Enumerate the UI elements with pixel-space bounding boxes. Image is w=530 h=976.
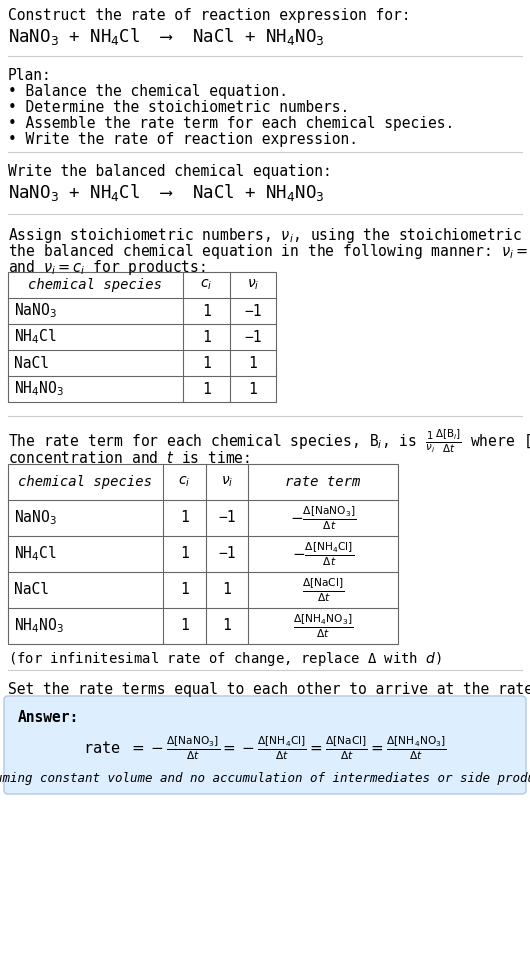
Text: Set the rate terms equal to each other to arrive at the rate expression:: Set the rate terms equal to each other t…: [8, 682, 530, 697]
Text: rate term: rate term: [285, 475, 361, 489]
Text: NH$_4$NO$_3$: NH$_4$NO$_3$: [14, 380, 64, 398]
Text: Answer:: Answer:: [18, 710, 80, 725]
Text: chemical species: chemical species: [29, 278, 163, 292]
Text: NaNO$_3$: NaNO$_3$: [14, 508, 57, 527]
Text: chemical species: chemical species: [19, 475, 153, 489]
Text: and $\nu_i = c_i$ for products:: and $\nu_i = c_i$ for products:: [8, 258, 206, 277]
Text: −1: −1: [244, 330, 262, 345]
Text: 1: 1: [202, 382, 211, 396]
Text: (for infinitesimal rate of change, replace Δ with $d$): (for infinitesimal rate of change, repla…: [8, 650, 442, 668]
Text: rate $= -\frac{\Delta[\mathrm{NaNO_3}]}{\Delta t} = -\frac{\Delta[\mathrm{NH_4Cl: rate $= -\frac{\Delta[\mathrm{NaNO_3}]}{…: [83, 734, 447, 762]
Text: • Assemble the rate term for each chemical species.: • Assemble the rate term for each chemic…: [8, 116, 454, 131]
Text: NaCl: NaCl: [14, 355, 49, 371]
Text: 1: 1: [180, 619, 189, 633]
Text: Write the balanced chemical equation:: Write the balanced chemical equation:: [8, 164, 332, 179]
Text: NaNO$_3$ + NH$_4$Cl  ⟶  NaCl + NH$_4$NO$_3$: NaNO$_3$ + NH$_4$Cl ⟶ NaCl + NH$_4$NO$_3…: [8, 26, 324, 47]
Text: NH$_4$Cl: NH$_4$Cl: [14, 328, 57, 346]
Text: $\frac{\Delta[\mathrm{NH_4NO_3}]}{\Delta t}$: $\frac{\Delta[\mathrm{NH_4NO_3}]}{\Delta…: [293, 612, 353, 640]
Text: NaNO$_3$: NaNO$_3$: [14, 302, 57, 320]
Text: concentration and $t$ is time:: concentration and $t$ is time:: [8, 450, 250, 466]
Text: −1: −1: [244, 304, 262, 318]
Text: $\frac{\Delta[\mathrm{NaCl}]}{\Delta t}$: $\frac{\Delta[\mathrm{NaCl}]}{\Delta t}$: [302, 576, 344, 604]
Text: NH$_4$NO$_3$: NH$_4$NO$_3$: [14, 617, 64, 635]
Text: 1: 1: [180, 547, 189, 561]
Text: 1: 1: [202, 330, 211, 345]
Text: • Balance the chemical equation.: • Balance the chemical equation.: [8, 84, 288, 99]
Text: $c_i$: $c_i$: [179, 474, 191, 489]
Text: 1: 1: [223, 583, 232, 597]
Bar: [8, 464, 398, 644]
Text: Assign stoichiometric numbers, $\nu_i$, using the stoichiometric coefficients, $: Assign stoichiometric numbers, $\nu_i$, …: [8, 226, 530, 245]
Text: −1: −1: [218, 510, 236, 525]
Text: $\nu_i$: $\nu_i$: [247, 278, 259, 292]
Text: 1: 1: [223, 619, 232, 633]
Text: 1: 1: [180, 510, 189, 525]
Text: $\nu_i$: $\nu_i$: [221, 474, 233, 489]
Text: 1: 1: [202, 355, 211, 371]
Text: (assuming constant volume and no accumulation of intermediates or side products): (assuming constant volume and no accumul…: [0, 772, 530, 785]
Text: • Determine the stoichiometric numbers.: • Determine the stoichiometric numbers.: [8, 100, 349, 115]
Text: $c_i$: $c_i$: [200, 278, 213, 292]
Text: Construct the rate of reaction expression for:: Construct the rate of reaction expressio…: [8, 8, 411, 23]
Text: $-\frac{\Delta[\mathrm{NaNO_3}]}{\Delta t}$: $-\frac{\Delta[\mathrm{NaNO_3}]}{\Delta …: [290, 505, 356, 532]
Text: Plan:: Plan:: [8, 68, 52, 83]
Text: $-\frac{\Delta[\mathrm{NH_4Cl}]}{\Delta t}$: $-\frac{\Delta[\mathrm{NH_4Cl}]}{\Delta …: [292, 540, 354, 568]
Text: NH$_4$Cl: NH$_4$Cl: [14, 545, 57, 563]
Text: NaNO$_3$ + NH$_4$Cl  ⟶  NaCl + NH$_4$NO$_3$: NaNO$_3$ + NH$_4$Cl ⟶ NaCl + NH$_4$NO$_3…: [8, 182, 324, 203]
Text: 1: 1: [180, 583, 189, 597]
Text: NaCl: NaCl: [14, 583, 49, 597]
Text: 1: 1: [249, 382, 258, 396]
Text: 1: 1: [249, 355, 258, 371]
Text: −1: −1: [218, 547, 236, 561]
Text: The rate term for each chemical species, B$_i$, is $\frac{1}{\nu_i}\frac{\Delta[: The rate term for each chemical species,…: [8, 428, 530, 456]
Text: 1: 1: [202, 304, 211, 318]
Text: • Write the rate of reaction expression.: • Write the rate of reaction expression.: [8, 132, 358, 147]
Text: the balanced chemical equation in the following manner: $\nu_i = -c_i$ for react: the balanced chemical equation in the fo…: [8, 242, 530, 261]
FancyBboxPatch shape: [4, 696, 526, 794]
Bar: [8, 272, 276, 402]
